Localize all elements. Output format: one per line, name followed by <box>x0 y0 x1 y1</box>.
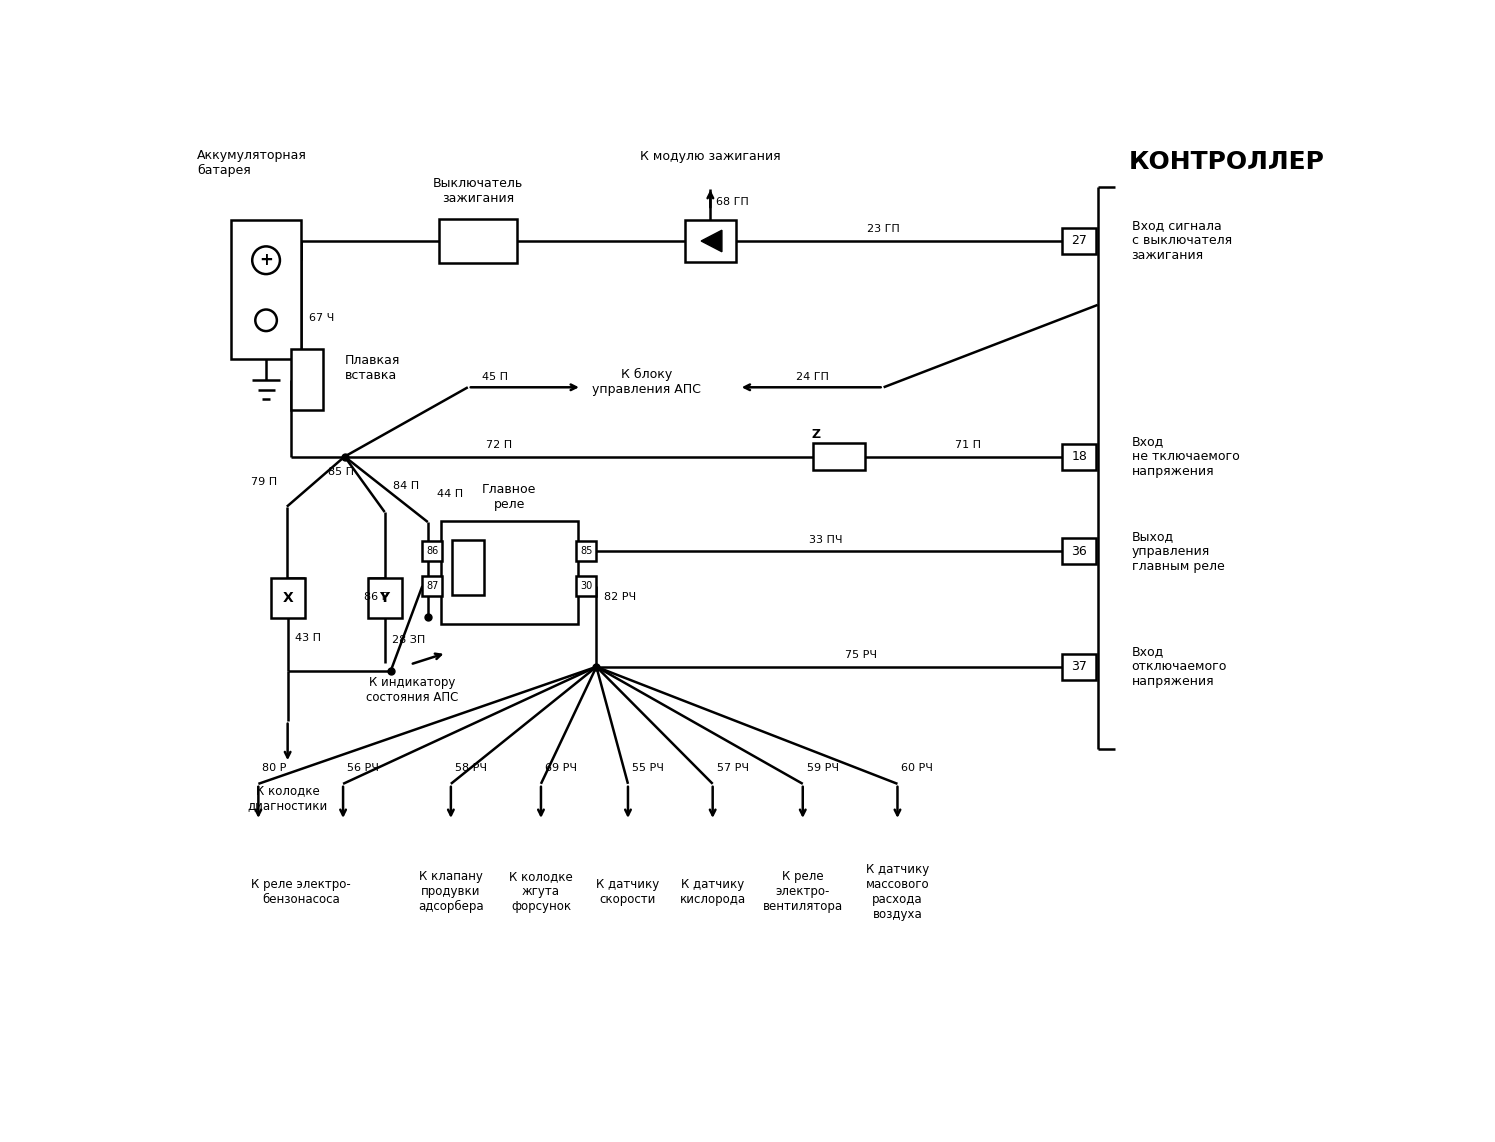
Text: 44 П: 44 П <box>437 489 463 499</box>
Bar <box>368 578 402 618</box>
Text: Y: Y <box>380 592 390 605</box>
Text: 85 П: 85 П <box>327 467 354 477</box>
Text: К реле
электро-
вентилятора: К реле электро- вентилятора <box>762 870 843 914</box>
Text: К колодке
жгута
форсунок: К колодке жгута форсунок <box>510 870 573 914</box>
Circle shape <box>253 247 280 274</box>
Text: К датчику
кислорода: К датчику кислорода <box>680 878 746 906</box>
Text: К колодке
диагностики: К колодке диагностики <box>248 783 327 812</box>
Text: Главное
реле: Главное реле <box>483 483 537 512</box>
Bar <box>451 540 484 595</box>
Text: 86: 86 <box>426 546 438 556</box>
Text: Выход
управления
главным реле: Выход управления главным реле <box>1132 530 1224 573</box>
Text: 85: 85 <box>580 546 592 556</box>
Text: 87: 87 <box>426 581 438 590</box>
Text: К клапану
продувки
адсорбера: К клапану продувки адсорбера <box>419 870 484 914</box>
Text: К реле электро-
бензонасоса: К реле электро- бензонасоса <box>251 878 351 906</box>
Bar <box>577 541 597 562</box>
Text: 27: 27 <box>1072 234 1087 248</box>
Text: 56 РЧ: 56 РЧ <box>347 764 378 773</box>
Text: 75 РЧ: 75 РЧ <box>845 650 876 660</box>
Text: Вход
отключаемого
напряжения: Вход отключаемого напряжения <box>1132 645 1227 689</box>
Text: 68 ГП: 68 ГП <box>716 198 749 208</box>
Text: 45 П: 45 П <box>481 371 508 381</box>
Text: 23 ГП: 23 ГП <box>867 225 900 234</box>
Text: Аккумуляторная
батарея: Аккумуляторная батарея <box>197 148 306 177</box>
Text: +: + <box>259 251 274 270</box>
Bar <box>685 220 736 262</box>
Text: К датчику
скорости: К датчику скорости <box>597 878 659 906</box>
Polygon shape <box>701 231 722 251</box>
Text: Плавкая
вставка: Плавкая вставка <box>345 354 401 383</box>
Bar <box>423 541 443 562</box>
Bar <box>441 521 579 625</box>
Text: 82 РЧ: 82 РЧ <box>604 593 637 603</box>
Bar <box>423 576 443 596</box>
Text: 86 Р: 86 Р <box>365 593 389 603</box>
Text: 30: 30 <box>580 581 592 590</box>
Text: Выключатель
зажигания: Выключатель зажигания <box>432 177 523 204</box>
Text: 36: 36 <box>1072 545 1087 557</box>
Text: 33 ПЧ: 33 ПЧ <box>809 534 843 545</box>
Bar <box>438 219 517 263</box>
Text: Вход сигнала
с выключателя
зажигания: Вход сигнала с выключателя зажигания <box>1132 219 1232 263</box>
Text: Вход
не тключаемого
напряжения: Вход не тключаемого напряжения <box>1132 435 1239 478</box>
Text: 84 П: 84 П <box>393 481 419 491</box>
Text: КОНТРОЛЛЕР: КОНТРОЛЛЕР <box>1129 150 1325 174</box>
Text: 24 ГП: 24 ГП <box>797 371 830 381</box>
Text: К модулю зажигания: К модулю зажигания <box>640 150 780 163</box>
Bar <box>1063 538 1096 564</box>
Text: X: X <box>283 592 293 605</box>
Bar <box>290 348 323 410</box>
Text: 67 Ч: 67 Ч <box>309 313 335 323</box>
Bar <box>1063 228 1096 254</box>
Text: 55 РЧ: 55 РЧ <box>632 764 664 773</box>
Text: К индикатору
состояния АПС: К индикатору состояния АПС <box>366 676 459 703</box>
Text: 60 РЧ: 60 РЧ <box>901 764 933 773</box>
Bar <box>1063 443 1096 469</box>
Bar <box>230 220 302 359</box>
Text: 58 РЧ: 58 РЧ <box>454 764 487 773</box>
Text: 28 ЗП: 28 ЗП <box>392 635 426 645</box>
Text: 57 РЧ: 57 РЧ <box>716 764 749 773</box>
Text: К датчику
массового
расхода
воздуха: К датчику массового расхода воздуха <box>866 862 930 920</box>
Text: 43 П: 43 П <box>296 634 321 643</box>
Bar <box>271 578 305 618</box>
Text: 59 РЧ: 59 РЧ <box>807 764 839 773</box>
Bar <box>813 443 866 471</box>
Circle shape <box>256 309 277 331</box>
Text: 18: 18 <box>1072 450 1087 464</box>
Text: К блоку
управления АПС: К блоку управления АПС <box>592 368 701 396</box>
Text: Z: Z <box>812 428 821 441</box>
Bar <box>1063 653 1096 679</box>
Text: 71 П: 71 П <box>955 440 981 450</box>
Bar <box>577 576 597 596</box>
Text: 80 Р: 80 Р <box>262 764 287 773</box>
Text: 72 П: 72 П <box>486 440 511 450</box>
Text: 79 П: 79 П <box>251 477 277 486</box>
Text: 37: 37 <box>1072 660 1087 674</box>
Text: 69 РЧ: 69 РЧ <box>544 764 577 773</box>
